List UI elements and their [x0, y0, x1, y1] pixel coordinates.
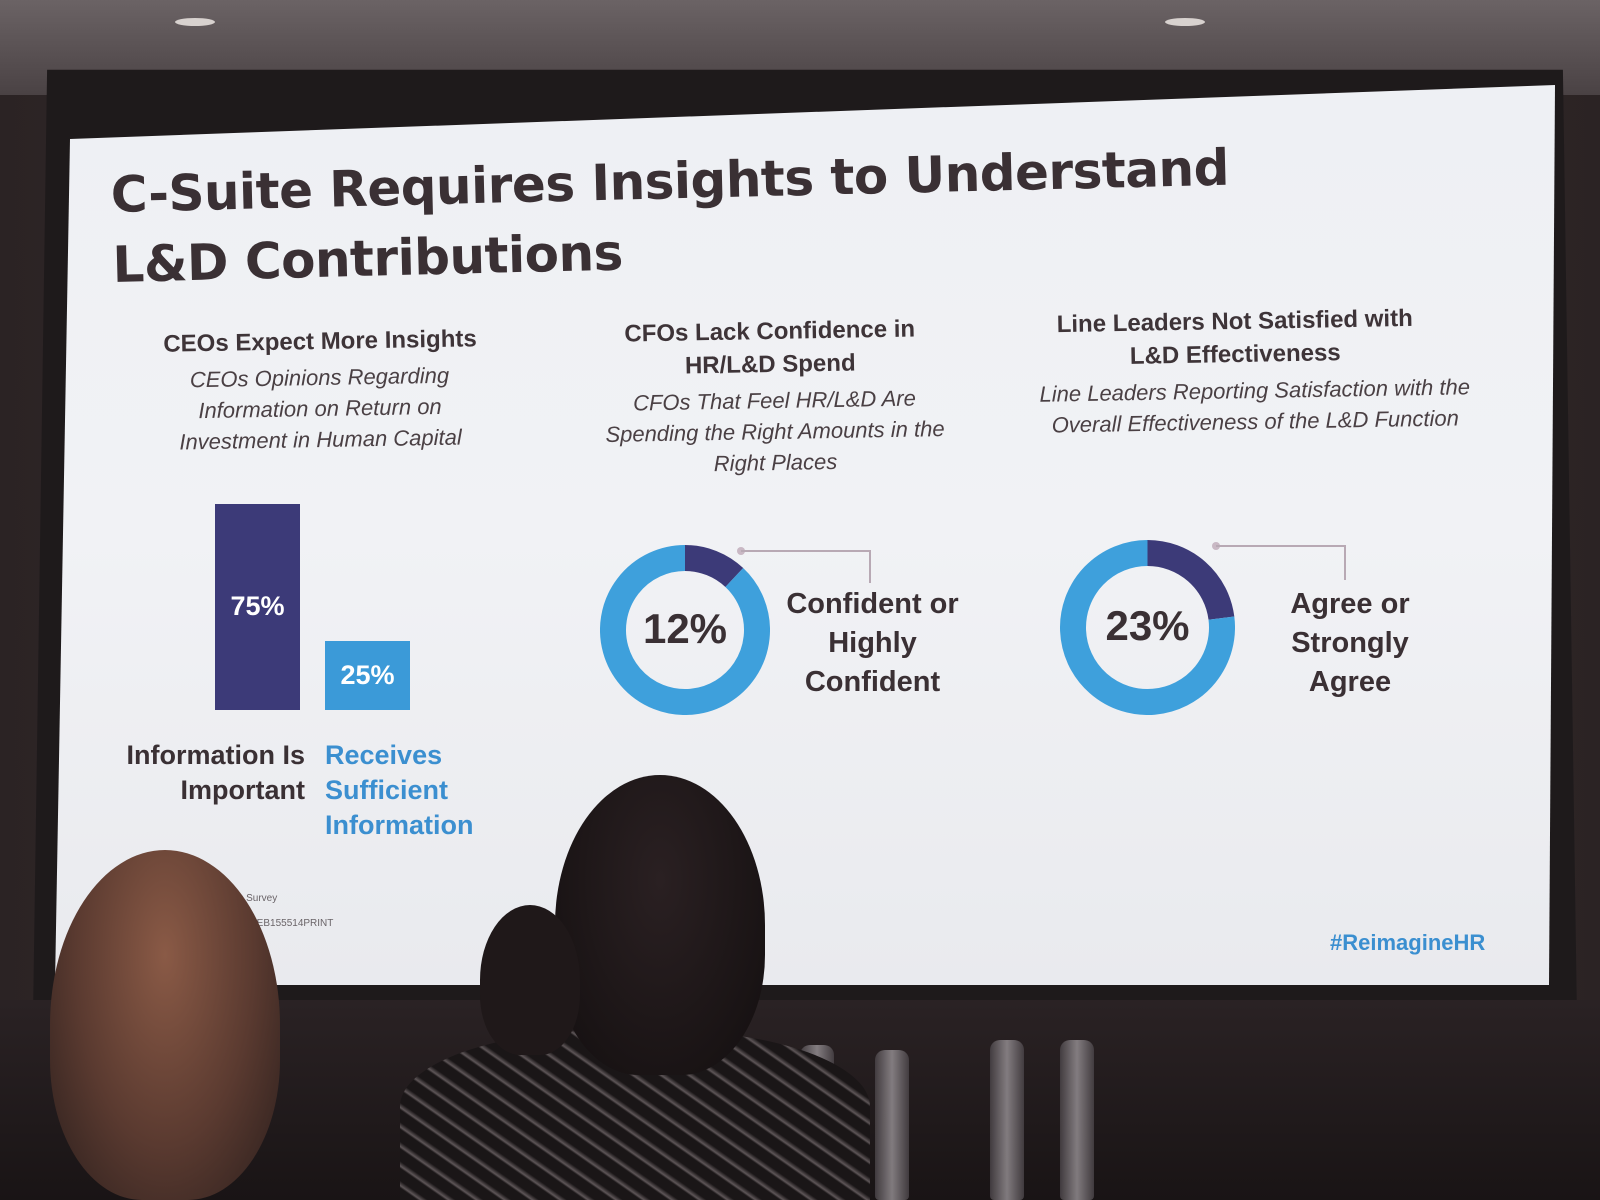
donut-slice-remainder — [600, 545, 770, 715]
callout-line-cfo — [737, 547, 871, 583]
column-subheading-ceo: CEOs Opinions Regarding Information on R… — [179, 362, 462, 455]
water-bottle — [990, 1040, 1024, 1200]
water-bottle — [1060, 1040, 1094, 1200]
bar-value-label: 75% — [230, 591, 285, 622]
donut-chart-line-leaders — [1060, 540, 1235, 715]
column-subheading-line-leaders: Line Leaders Reporting Satisfaction with… — [1039, 374, 1471, 438]
donut-legend-label-line-leaders: Agree or Strongly Agree — [1290, 588, 1410, 698]
audience-member-head — [555, 775, 765, 1075]
column-heading-ceo: CEOs Expect More Insights — [163, 325, 477, 358]
donut-slice-remainder — [1060, 540, 1235, 715]
bar-category-label-important: Information Is Important — [126, 740, 305, 805]
ceiling-light — [1165, 18, 1205, 26]
bar-value-label: 25% — [340, 660, 395, 691]
column-subheading-cfo: CFOs That Feel HR/L&D Are Spending the R… — [605, 385, 945, 477]
audience-member-head — [50, 850, 280, 1200]
donut-center-value-cfo: 12% — [642, 605, 728, 652]
water-bottle — [875, 1050, 909, 1200]
donut-slice-highlight — [684, 545, 744, 588]
projected-slide — [55, 85, 1555, 985]
footnote-source: ...s Survey — [230, 893, 278, 904]
column-heading-line-leaders: Line Leaders Not Satisfied with L&D Effe… — [1056, 304, 1413, 370]
callout-line-line-leaders — [1212, 542, 1346, 580]
ceiling-light — [175, 18, 215, 26]
donut-center-value-line-leaders: 23% — [1105, 602, 1190, 649]
donut-chart-cfo — [600, 545, 770, 715]
slide-hashtag: #ReimagineHR — [1330, 930, 1486, 955]
audience-member-hair — [480, 905, 580, 1055]
bar-receives-sufficient: 25% — [325, 641, 410, 710]
bar-category-label-sufficient: Receives Sufficient Information — [325, 740, 474, 840]
donut-legend-label-cfo: Confident or Highly Confident — [786, 588, 959, 698]
bar-information-important: 75% — [215, 503, 300, 710]
column-heading-cfo: CFOs Lack Confidence in HR/L&D Spend — [624, 315, 916, 380]
donut-slice-highlight — [1146, 540, 1235, 621]
footnote-code: ...d. CEB155514PRINT — [230, 918, 334, 929]
